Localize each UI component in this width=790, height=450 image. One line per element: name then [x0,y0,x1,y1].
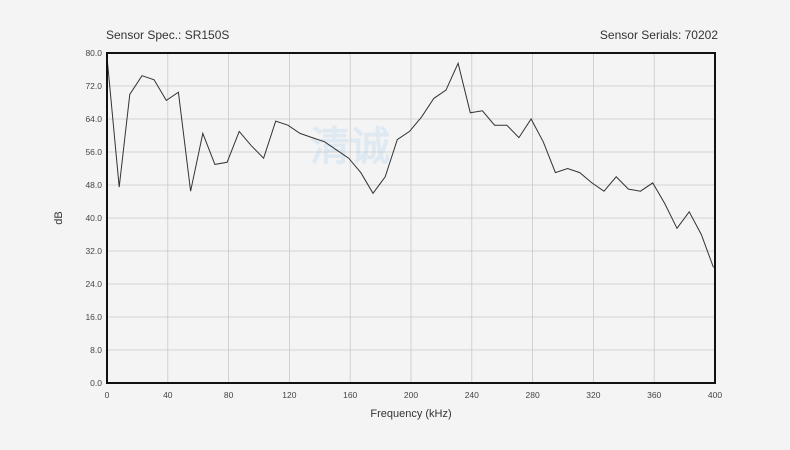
x-tick-label: 280 [526,390,540,400]
y-tick-label: 72.0 [85,81,102,91]
y-tick-label: 0.0 [90,378,102,388]
x-axis-ticks: 0 40 80 120 160 200 240 280 320 360 400 [105,390,723,400]
y-tick-label: 24.0 [85,279,102,289]
plot-frame [106,52,716,384]
y-axis-label: dB [53,211,65,224]
x-tick-label: 160 [343,390,357,400]
y-tick-label: 32.0 [85,246,102,256]
y-tick-label: 64.0 [85,114,102,124]
series-line [106,57,714,268]
x-tick-label: 400 [708,390,722,400]
x-tick-label: 360 [647,390,661,400]
x-tick-label: 0 [105,390,110,400]
sensor-spec-label: Sensor Spec.: SR150S [106,28,230,42]
y-tick-label: 16.0 [85,312,102,322]
y-tick-label: 48.0 [85,180,102,190]
x-tick-label: 80 [224,390,234,400]
y-axis-ticks: 0.0 8.0 16.0 24.0 32.0 40.0 48.0 56.0 64.0 72.0 80… [85,48,102,388]
x-tick-label: 200 [404,390,418,400]
y-tick-label: 56.0 [85,147,102,157]
chart-grid [106,52,716,384]
y-tick-label: 40.0 [85,213,102,223]
x-tick-label: 320 [586,390,600,400]
x-axis-label: Frequency (kHz) [370,408,451,420]
x-tick-label: 240 [465,390,479,400]
y-tick-label: 80.0 [85,48,102,58]
x-tick-label: 40 [163,390,173,400]
y-tick-label: 8.0 [90,345,102,355]
sensor-serial-label: Sensor Serials: 70202 [599,28,718,42]
x-tick-label: 120 [282,390,296,400]
